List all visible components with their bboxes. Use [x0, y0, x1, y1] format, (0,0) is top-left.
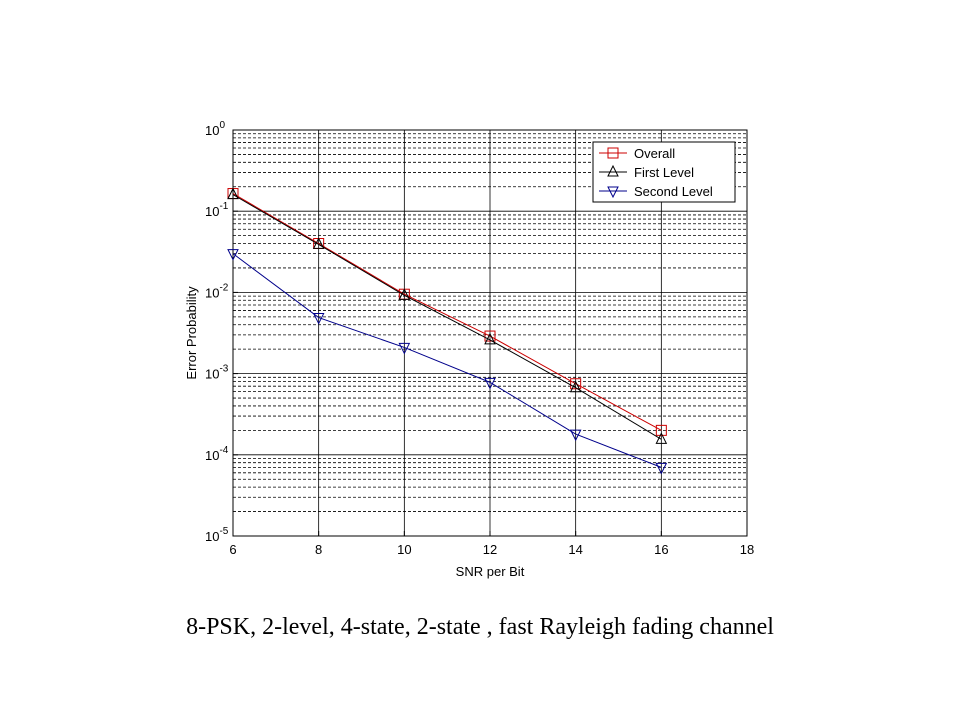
legend-label-second-level: Second Level	[634, 184, 713, 199]
x-tick-label: 12	[483, 542, 497, 557]
figure-caption: 8-PSK, 2-level, 4-state, 2-state , fast …	[186, 614, 774, 640]
data-point-first-level	[569, 380, 582, 393]
x-axis-label: SNR per Bit	[456, 564, 525, 579]
legend: Overall First Level Second Level	[592, 141, 736, 203]
data-point-second-level	[484, 377, 496, 390]
y-tick-label: 10-4	[205, 445, 229, 463]
data-point-overall	[570, 378, 582, 390]
grid	[233, 130, 747, 536]
data-point-overall	[655, 424, 667, 436]
data-point-first-level	[655, 432, 668, 444]
legend-marker-first-level	[607, 164, 619, 177]
x-tick-label: 16	[654, 542, 668, 557]
legend-label-first-level: First Level	[634, 165, 694, 180]
data-point-overall	[484, 330, 496, 342]
y-tick-label: 10-5	[205, 526, 229, 544]
data-point-second-level	[312, 313, 325, 325]
data-point-first-level	[398, 288, 411, 300]
data-point-first-level	[227, 187, 239, 200]
series-line-overall	[232, 193, 662, 431]
y-axis-label: Error Probability	[184, 286, 199, 380]
series	[227, 187, 668, 475]
y-tick-label: 100	[205, 120, 225, 138]
y-tick-label: 10-2	[205, 282, 229, 300]
data-point-first-level	[312, 237, 325, 249]
legend-label-overall: Overall	[634, 146, 675, 161]
series-line-first-level	[232, 194, 662, 440]
x-tick-label: 10	[397, 542, 411, 557]
data-point-second-level	[227, 249, 239, 261]
error-probability-chart: 6 8 10 12 14 16 18 10-5 10-4 10-3 10-2 10-1 100 SNR …	[184, 120, 754, 579]
y-tick-label: 10-3	[205, 364, 229, 382]
data-point-second-level	[655, 462, 668, 475]
data-point-second-level	[398, 342, 411, 355]
series-line-second-level	[232, 253, 662, 468]
data-point-first-level	[484, 332, 496, 345]
x-tick-label: 8	[315, 542, 322, 557]
data-point-second-level	[569, 429, 582, 442]
legend-marker-second-level	[607, 186, 619, 199]
x-tick-label: 14	[568, 542, 582, 557]
axis-ticks: 6 8 10 12 14 16 18 10-5 10-4 10-3 10-2 10-1 100	[205, 120, 754, 557]
y-tick-label: 10-1	[205, 201, 229, 219]
legend-marker-overall	[607, 147, 619, 159]
x-tick-label: 18	[740, 542, 754, 557]
x-tick-label: 6	[229, 542, 236, 557]
